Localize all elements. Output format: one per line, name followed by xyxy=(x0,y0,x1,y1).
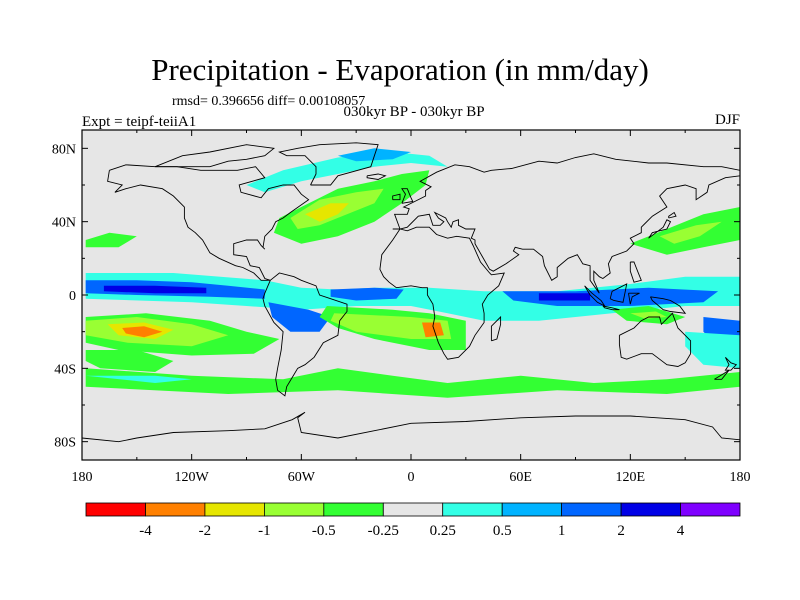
colorbar-label: -1 xyxy=(258,523,271,539)
coastline xyxy=(609,283,628,303)
colorbar-label: -0.5 xyxy=(312,523,336,539)
plot-title: Precipitation - Evaporation (in mm/day) xyxy=(151,52,649,87)
contour-region xyxy=(330,313,452,339)
contour-region xyxy=(85,273,740,321)
contour-region xyxy=(659,221,722,244)
lon-tick-label: 0 xyxy=(408,470,415,485)
experiment-label: Expt = teipf-teiiA1 xyxy=(82,114,197,130)
colorbar-label: 0.5 xyxy=(493,523,512,539)
lon-tick-label: 180 xyxy=(72,470,93,485)
coastline xyxy=(648,219,672,239)
colorbar-swatch xyxy=(501,502,563,517)
coastline xyxy=(107,164,310,281)
lat-tick-label: 40N xyxy=(52,216,76,231)
colorbar-swatch xyxy=(382,502,444,517)
coastline xyxy=(262,272,348,397)
contour-region xyxy=(422,322,444,338)
coastline xyxy=(668,211,677,219)
lat-tick-label: 0 xyxy=(69,289,76,304)
lat-tick-label: 80N xyxy=(52,142,76,157)
lon-tick-label: 60W xyxy=(288,470,316,485)
lat-tick-label: 40S xyxy=(54,362,76,377)
colorbar-swatch xyxy=(561,502,622,517)
season-label: DJF xyxy=(714,112,740,128)
colorbar-label: 4 xyxy=(677,523,685,539)
colorbar-swatch xyxy=(204,502,265,517)
coastline xyxy=(602,305,620,311)
colorbar-label: 1 xyxy=(558,523,566,539)
coastline xyxy=(392,193,401,201)
contour-region xyxy=(305,203,349,222)
colorbar-swatch xyxy=(620,502,681,517)
colorbar-swatch xyxy=(442,502,503,517)
colorbar-swatch xyxy=(85,502,146,517)
colorbar-swatch xyxy=(680,502,741,517)
contour-region xyxy=(85,232,137,248)
coastline xyxy=(649,296,687,314)
lon-tick-label: 120E xyxy=(616,470,646,485)
colorbar-label: -2 xyxy=(199,523,212,539)
lon-tick-label: 120W xyxy=(175,470,210,485)
field-contours xyxy=(85,148,740,398)
colorbar-swatch xyxy=(323,502,384,517)
contour-region xyxy=(268,302,331,332)
lon-tick-label: 180 xyxy=(730,470,751,485)
contour-region xyxy=(85,375,192,383)
colorbar-label: -4 xyxy=(139,523,152,539)
coastline xyxy=(392,153,740,294)
colorbar-label: 0.25 xyxy=(430,523,456,539)
contour-region xyxy=(103,285,207,294)
coastline xyxy=(714,369,730,380)
contour-region xyxy=(246,152,448,193)
coastline xyxy=(401,188,414,204)
map-plot-area xyxy=(82,130,740,460)
coastline xyxy=(82,411,740,443)
coastline xyxy=(154,144,275,168)
coastline xyxy=(366,173,387,180)
period-subtitle: 030kyr BP - 030kyr BP xyxy=(343,104,485,120)
lat-tick-label: 80S xyxy=(54,436,76,451)
coastline xyxy=(618,312,692,367)
colorbar-swatch xyxy=(145,502,206,517)
colorbar: -4 -2 -1 -0.5 -0.25 0.25 0.5 1 2 4 xyxy=(85,502,741,539)
contour-region xyxy=(122,326,163,338)
colorbar-swatch xyxy=(263,502,325,517)
contour-region xyxy=(538,293,591,301)
map-axes: 80N 40N 0 40S 80S 180 120W 60W 0 60E 120E 180 xyxy=(52,130,751,485)
colorbar-label: -0.25 xyxy=(368,523,399,539)
contour-region xyxy=(85,368,740,398)
coastline xyxy=(490,315,502,342)
coastline xyxy=(629,261,642,283)
coastline xyxy=(628,292,640,305)
rmsd-diff-stats: rmsd= 0.396656 diff= 0.00108057 xyxy=(172,94,366,109)
coastline xyxy=(379,226,505,360)
coastline xyxy=(278,142,379,186)
contour-region xyxy=(330,287,404,301)
colorbar-label: 2 xyxy=(617,523,625,539)
coastlines xyxy=(82,142,740,443)
contour-region xyxy=(85,350,174,372)
lon-tick-label: 60E xyxy=(509,470,532,485)
coastline xyxy=(724,356,738,371)
